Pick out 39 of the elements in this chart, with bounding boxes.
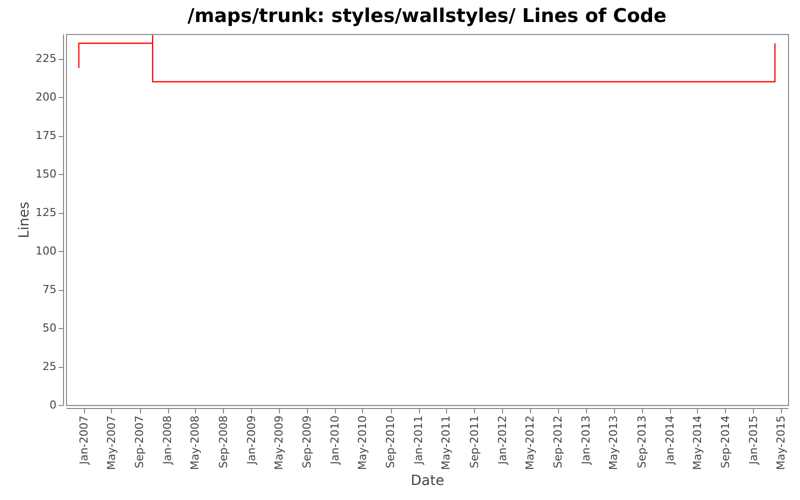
y-tick-label: 75 [42,283,56,296]
x-tick-label: May-2011 [440,416,453,470]
x-tick-label: Sep-2013 [635,416,648,468]
x-tick-label: Sep-2012 [552,416,565,468]
x-tick-label: May-2014 [690,416,704,470]
x-tick-label: Sep-2014 [718,416,732,468]
x-tick-label: Jan-2012 [496,416,509,466]
x-tick-label: Jan-2010 [328,416,342,466]
x-tick-label: Jan-2011 [412,416,426,466]
y-axis-title: Lines [16,202,33,238]
x-tick-label: Sep-2007 [133,416,146,468]
y-tick-label: 25 [42,360,56,374]
y-tick-label: 200 [36,90,56,104]
x-tick-label: Sep-2010 [384,416,398,468]
x-tick-label: May-2008 [188,416,202,470]
x-tick-label: Jan-2015 [746,416,760,466]
y-tick-label: 150 [36,168,56,181]
x-tick-label: May-2013 [607,416,620,470]
y-tick-label: 100 [36,244,56,258]
y-tick-label: 125 [36,206,56,220]
x-tick-label: May-2010 [356,416,369,470]
x-tick-label: Jan-2014 [663,416,676,466]
x-axis-title: Date [410,473,444,490]
x-tick-label: Jan-2013 [580,416,593,466]
x-tick-label: May-2009 [272,416,286,470]
chart-title: /maps/trunk: styles/wallstyles/ Lines of Code [188,5,666,27]
x-tick-label: Jan-2008 [161,416,174,466]
y-tick-label: 0 [50,398,56,412]
x-tick-label: May-2012 [523,416,536,470]
y-tick-label: 175 [36,129,56,142]
x-tick-label: Sep-2008 [216,416,230,468]
x-tick-label: Sep-2009 [300,416,314,468]
x-tick-label: Jan-2007 [77,416,90,466]
y-tick-label: 50 [42,322,56,335]
x-tick-label: May-2015 [774,416,788,470]
y-tick-label: 225 [36,52,56,66]
x-tick-label: Sep-2011 [468,416,481,468]
x-tick-label: May-2007 [104,416,118,470]
x-tick-label: Jan-2009 [244,416,258,466]
